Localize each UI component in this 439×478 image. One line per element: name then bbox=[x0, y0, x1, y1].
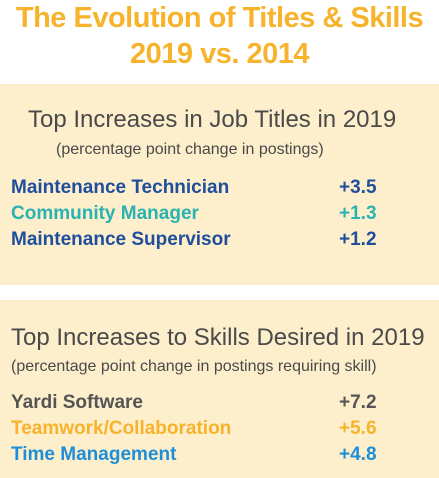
job-title-label: Maintenance Supervisor bbox=[11, 229, 231, 250]
job-title-value: +3.5 bbox=[339, 177, 377, 198]
skills-panel: Top Increases to Skills Desired in 2019 … bbox=[0, 300, 439, 478]
job-title-value: +1.3 bbox=[339, 203, 377, 224]
page-title-line-2: 2019 vs. 2014 bbox=[130, 38, 309, 70]
job-titles-heading: Top Increases in Job Titles in 2019 bbox=[28, 106, 397, 133]
list-item: Maintenance Technician +3.5 bbox=[11, 177, 391, 203]
job-title-value: +1.2 bbox=[339, 229, 377, 250]
skill-label: Yardi Software bbox=[11, 392, 143, 413]
job-title-label: Community Manager bbox=[11, 203, 199, 224]
job-title-label: Maintenance Technician bbox=[11, 177, 230, 198]
skills-subheading: (percentage point change in postings req… bbox=[11, 358, 377, 375]
skill-value: +5.6 bbox=[339, 418, 377, 439]
header: The Evolution of Titles & Skills 2019 vs… bbox=[0, 0, 439, 84]
list-item: Teamwork/Collaboration +5.6 bbox=[11, 418, 391, 444]
skill-value: +4.8 bbox=[339, 444, 377, 465]
skill-label: Time Management bbox=[11, 444, 177, 465]
list-item: Community Manager +1.3 bbox=[11, 203, 391, 229]
skills-heading: Top Increases to Skills Desired in 2019 bbox=[11, 324, 425, 351]
list-item: Maintenance Supervisor +1.2 bbox=[11, 229, 391, 255]
skill-value: +7.2 bbox=[339, 392, 377, 413]
list-item: Time Management +4.8 bbox=[11, 444, 391, 470]
job-titles-panel: Top Increases in Job Titles in 2019 (per… bbox=[0, 84, 439, 285]
skill-label: Teamwork/Collaboration bbox=[11, 418, 232, 439]
section-divider bbox=[6, 285, 433, 300]
list-item: Yardi Software +7.2 bbox=[11, 392, 391, 418]
job-titles-subheading: (percentage point change in postings) bbox=[56, 141, 324, 158]
page-title-line-1: The Evolution of Titles & Skills bbox=[15, 2, 424, 34]
